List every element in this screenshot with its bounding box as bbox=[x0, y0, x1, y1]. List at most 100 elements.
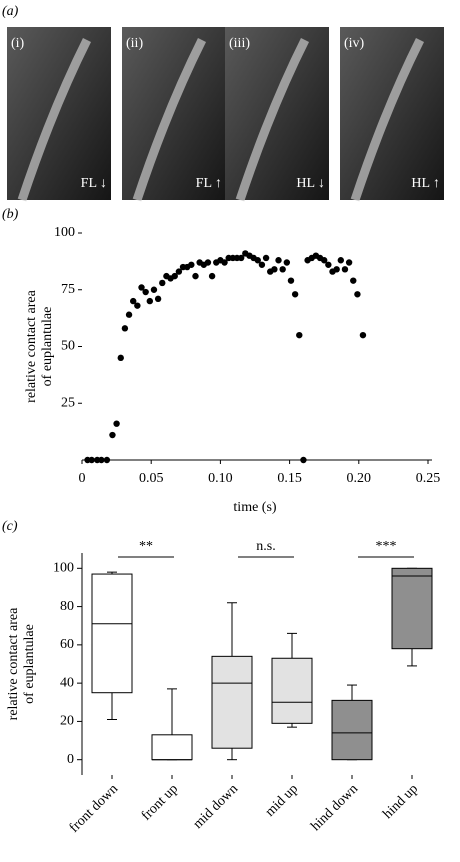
x-axis-label: time (s) bbox=[233, 500, 276, 515]
panel-label: (c) bbox=[2, 519, 18, 534]
point bbox=[321, 257, 328, 264]
point bbox=[287, 277, 295, 284]
point bbox=[134, 302, 141, 309]
significance-label: *** bbox=[376, 539, 397, 554]
point bbox=[300, 456, 307, 464]
point bbox=[146, 297, 154, 305]
x-tick-label: mid up bbox=[263, 781, 301, 819]
point bbox=[159, 279, 166, 287]
x-tick-label: 0.20 bbox=[347, 471, 372, 486]
x-tick-label: 0.10 bbox=[208, 471, 233, 486]
point bbox=[188, 261, 195, 268]
point bbox=[254, 257, 261, 264]
point bbox=[283, 259, 291, 266]
point bbox=[333, 266, 340, 273]
point bbox=[117, 354, 124, 362]
y-tick-label: 60 bbox=[60, 637, 74, 652]
x-tick-label: front up bbox=[139, 781, 181, 823]
x-tick-label: hind up bbox=[381, 781, 422, 822]
photo-caption: HL ↑ bbox=[411, 176, 440, 191]
y-axis-label: of euplantulae bbox=[40, 307, 55, 387]
photo bbox=[225, 27, 329, 200]
point bbox=[88, 456, 95, 464]
y-axis-label: relative contact area bbox=[6, 607, 21, 720]
y-tick-label: 20 bbox=[60, 714, 74, 729]
photo-leg bbox=[235, 37, 310, 202]
y-tick-label: 0 bbox=[67, 752, 74, 767]
box bbox=[331, 699, 373, 761]
y-tick-label: 100 bbox=[54, 225, 75, 240]
point bbox=[221, 259, 228, 266]
photo-leg bbox=[17, 37, 92, 202]
x-tick-label: 0.05 bbox=[139, 471, 164, 486]
point bbox=[121, 325, 129, 332]
point bbox=[271, 266, 278, 273]
y-tick-label: 50 bbox=[61, 339, 75, 354]
y-axis-label: relative contact area bbox=[24, 289, 39, 402]
photo-leg bbox=[132, 37, 207, 202]
point bbox=[130, 297, 137, 305]
photo-leg bbox=[350, 37, 425, 202]
panel-label: (a) bbox=[2, 4, 19, 19]
y-tick-label: 40 bbox=[60, 675, 74, 690]
point bbox=[354, 291, 361, 298]
point bbox=[291, 291, 299, 298]
significance-label: ** bbox=[139, 539, 153, 554]
y-axis-label: of euplantulae bbox=[22, 624, 37, 704]
x-tick-label: 0 bbox=[79, 471, 86, 486]
x-tick-label: front down bbox=[67, 781, 121, 835]
point bbox=[237, 254, 245, 262]
point bbox=[142, 288, 149, 296]
photo-caption: HL ↓ bbox=[296, 176, 325, 191]
point bbox=[125, 311, 133, 318]
box bbox=[271, 657, 313, 724]
point bbox=[275, 257, 282, 264]
photo bbox=[7, 27, 111, 200]
point bbox=[103, 456, 111, 464]
point bbox=[325, 261, 332, 268]
photo-caption: FL ↑ bbox=[196, 176, 222, 191]
y-tick-label: 75 bbox=[61, 282, 75, 297]
photo-caption: FL ↓ bbox=[81, 176, 107, 191]
point bbox=[171, 272, 178, 280]
point bbox=[262, 254, 270, 262]
photo-label: (ii) bbox=[126, 36, 143, 51]
x-tick-label: mid down bbox=[191, 781, 241, 831]
photo-label: (i) bbox=[11, 36, 25, 51]
y-tick-label: 80 bbox=[60, 599, 74, 614]
box bbox=[391, 567, 433, 650]
point bbox=[350, 277, 357, 284]
point bbox=[359, 331, 367, 339]
x-tick-label: 0.25 bbox=[416, 471, 441, 486]
photo-label: (iii) bbox=[229, 36, 250, 51]
significance-label: n.s. bbox=[256, 539, 275, 554]
point bbox=[208, 272, 216, 280]
x-tick-label: 0.15 bbox=[277, 471, 302, 486]
box bbox=[211, 655, 253, 749]
point bbox=[204, 259, 212, 266]
point bbox=[192, 272, 199, 280]
box bbox=[91, 573, 133, 694]
photo bbox=[122, 27, 226, 200]
panel-label: (b) bbox=[2, 207, 19, 222]
point bbox=[154, 295, 162, 303]
y-tick-label: 25 bbox=[61, 395, 75, 410]
point bbox=[279, 266, 286, 273]
point bbox=[113, 420, 120, 427]
point bbox=[109, 431, 116, 439]
point bbox=[296, 331, 303, 339]
point bbox=[98, 456, 105, 464]
point bbox=[258, 261, 266, 268]
x-tick-label: hind down bbox=[308, 781, 361, 834]
point bbox=[175, 268, 183, 275]
point bbox=[337, 257, 345, 264]
y-tick-label: 100 bbox=[53, 561, 74, 576]
point bbox=[150, 286, 158, 293]
point bbox=[138, 284, 145, 291]
photo-label: (iv) bbox=[344, 36, 365, 51]
photo bbox=[340, 27, 444, 200]
point bbox=[341, 266, 349, 273]
box bbox=[151, 734, 193, 761]
point bbox=[345, 259, 353, 266]
